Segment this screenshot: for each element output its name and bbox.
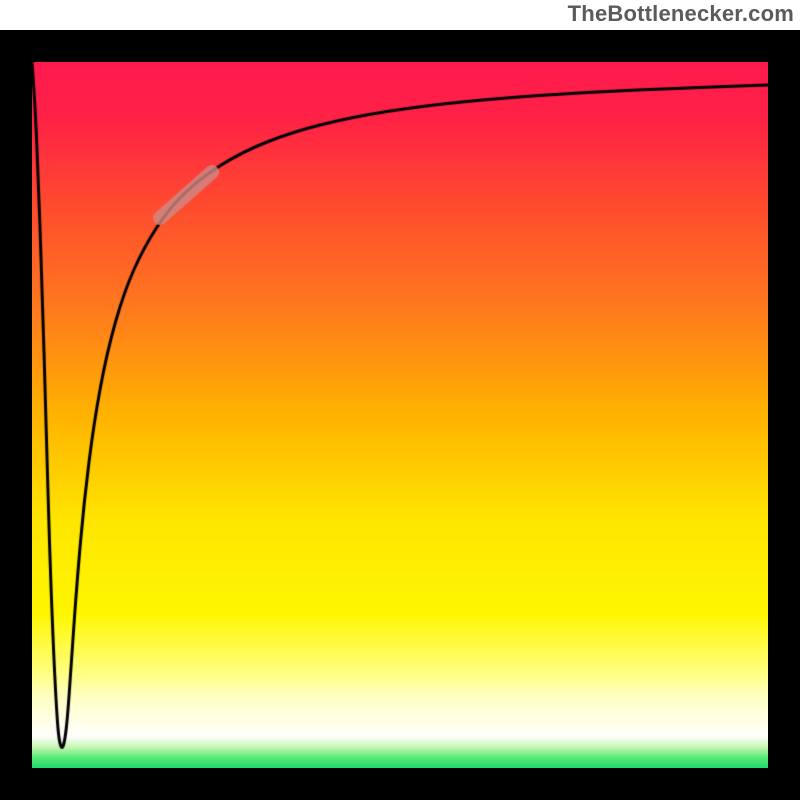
watermark-text: TheBottlenecker.com <box>568 1 794 27</box>
plot-area <box>32 62 768 768</box>
plot-canvas <box>32 62 768 768</box>
